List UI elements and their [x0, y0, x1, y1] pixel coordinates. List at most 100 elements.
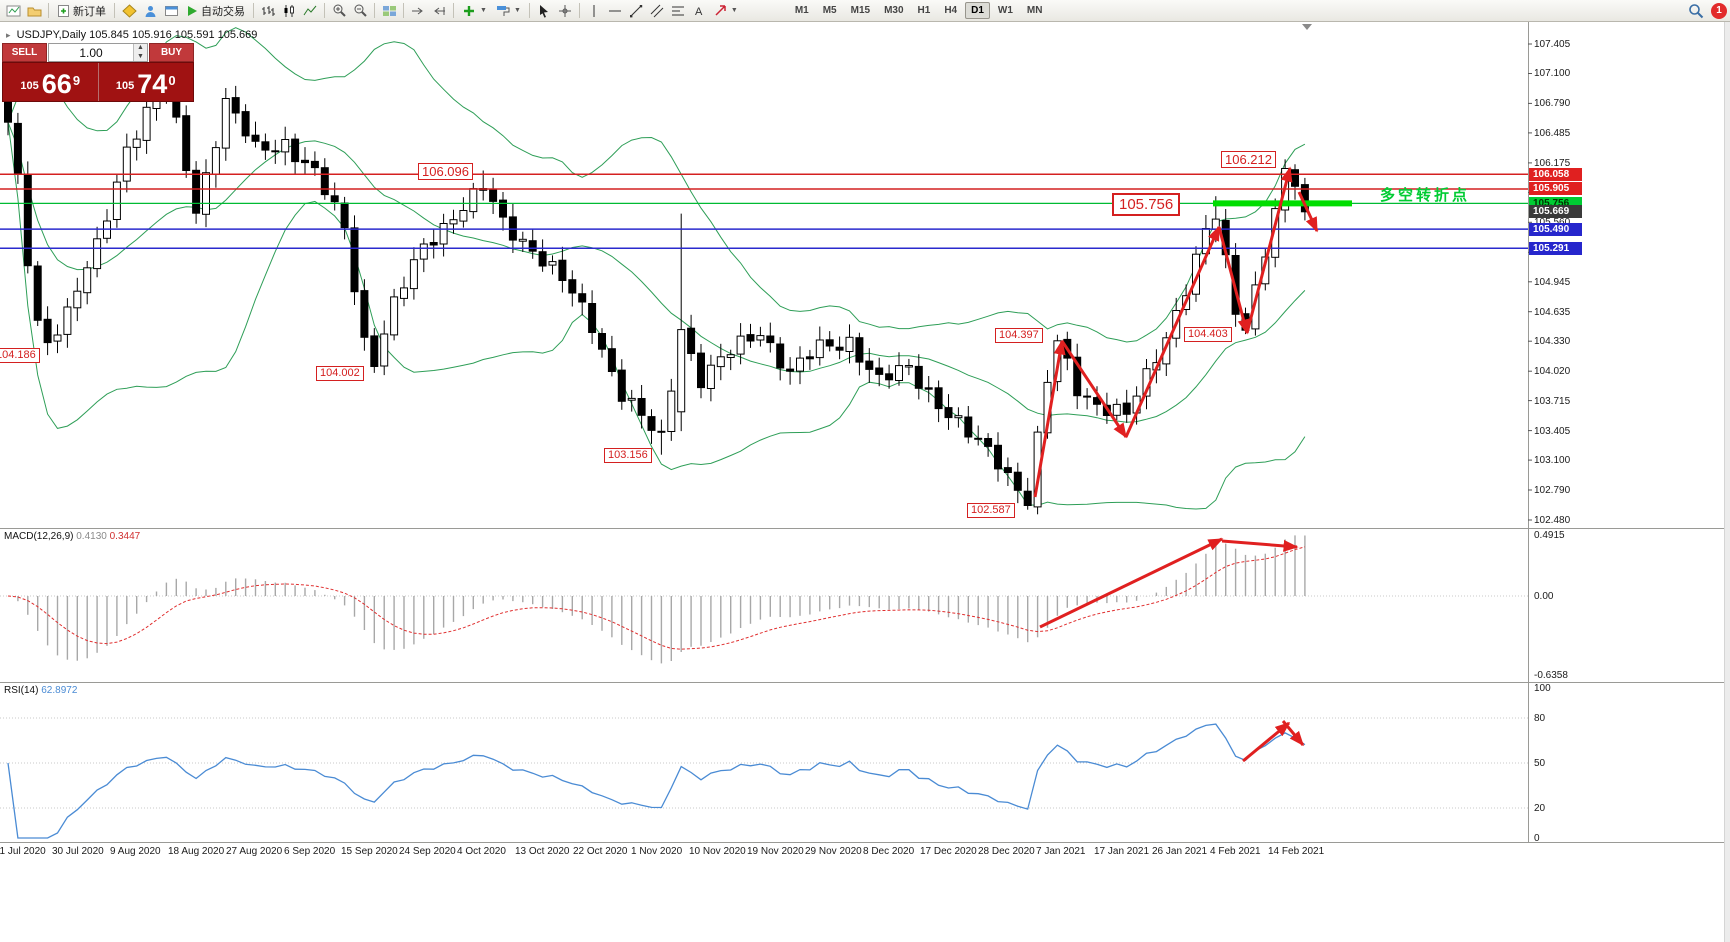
- buy-button[interactable]: BUY: [149, 43, 194, 62]
- trend-arrow[interactable]: [1124, 225, 1221, 438]
- trend-arrow[interactable]: [1242, 721, 1291, 763]
- templates-button[interactable]: ▼: [492, 2, 525, 20]
- crosshair-icon[interactable]: [555, 2, 575, 20]
- equidistant-channel-icon[interactable]: [647, 2, 667, 20]
- trend-arrow[interactable]: [1217, 226, 1250, 335]
- candle: [855, 337, 864, 363]
- timeframe-button-d1[interactable]: D1: [965, 2, 990, 19]
- price-label-box[interactable]: 102.587: [967, 503, 1015, 518]
- candle: [914, 365, 923, 389]
- candle: [687, 327, 696, 355]
- macd-axis-label: 0.4915: [1534, 530, 1565, 541]
- scrollbar[interactable]: [1724, 22, 1730, 942]
- candle: [271, 150, 280, 153]
- volume-up-button[interactable]: ▲: [134, 44, 147, 53]
- buy-price-button[interactable]: 105 74 0: [99, 63, 194, 101]
- volume-down-button[interactable]: ▼: [134, 52, 147, 61]
- trendline-icon[interactable]: [626, 2, 646, 20]
- search-icon[interactable]: [1686, 2, 1706, 20]
- candle: [409, 259, 418, 290]
- candle: [598, 333, 606, 350]
- notification-badge[interactable]: 1: [1711, 2, 1727, 19]
- trend-arrow[interactable]: [1060, 340, 1128, 439]
- candle: [13, 122, 22, 174]
- chart-title: ▸ USDJPY,Daily 105.845 105.916 105.591 1…: [6, 29, 257, 41]
- timeframe-button-m5[interactable]: M5: [822, 5, 837, 16]
- price-label-box[interactable]: 103.156: [604, 448, 652, 463]
- candle: [904, 365, 913, 368]
- trend-arrow[interactable]: [1221, 539, 1299, 552]
- zoom-in-icon[interactable]: [329, 2, 349, 20]
- metaeditor-icon[interactable]: [119, 2, 139, 20]
- candle: [400, 287, 408, 299]
- timeframe-button-mn[interactable]: MN: [1026, 5, 1043, 16]
- timeframe-button-m1[interactable]: M1: [794, 5, 809, 16]
- timeframe-button-w1[interactable]: W1: [997, 5, 1013, 16]
- date-axis-label: 27 Aug 2020: [226, 846, 283, 857]
- candle: [627, 397, 636, 401]
- new-chart-icon[interactable]: [3, 2, 23, 20]
- indicators-button[interactable]: ▼: [458, 2, 491, 20]
- trend-arrow[interactable]: [1245, 166, 1293, 334]
- timeframe-button-m30[interactable]: M30: [884, 5, 904, 16]
- candle: [875, 367, 884, 375]
- candle: [211, 147, 220, 175]
- cursor-icon[interactable]: [534, 2, 554, 20]
- auto-scroll-icon[interactable]: [408, 2, 428, 20]
- fibonacci-icon[interactable]: [668, 2, 688, 20]
- trend-arrow[interactable]: [1033, 339, 1066, 498]
- zoom-out-icon[interactable]: [350, 2, 370, 20]
- trend-annotation-text[interactable]: 多空转折点: [1380, 187, 1471, 204]
- price-label-box[interactable]: 105.756: [1112, 193, 1181, 216]
- price-label-box[interactable]: 106.212: [1221, 151, 1276, 168]
- autotrading-button[interactable]: 自动交易: [182, 2, 249, 20]
- expand-triangle-icon[interactable]: ▸: [6, 30, 11, 40]
- candle: [340, 202, 349, 229]
- text-tool-icon[interactable]: A: [689, 2, 709, 20]
- candle: [647, 416, 656, 431]
- price-label-box[interactable]: 106.096: [418, 163, 473, 180]
- new-order-button[interactable]: 新订单: [53, 2, 110, 20]
- tile-windows-icon[interactable]: [379, 2, 399, 20]
- chart-shift-marker[interactable]: [1302, 24, 1312, 30]
- toolbar-separator: [453, 3, 454, 18]
- candle: [895, 365, 903, 382]
- candle: [1013, 471, 1022, 491]
- candlestick-chart-icon[interactable]: [279, 2, 299, 20]
- chart-shift-icon[interactable]: [429, 2, 449, 20]
- timeframe-button-h1[interactable]: H1: [917, 5, 931, 16]
- toolbar-separator: [48, 3, 49, 18]
- candle: [439, 223, 448, 245]
- price-label-box[interactable]: 104.002: [316, 366, 364, 381]
- bar-chart-icon[interactable]: [258, 2, 278, 20]
- vertical-line-icon[interactable]: [584, 2, 604, 20]
- price-label-box[interactable]: 104.186: [0, 348, 40, 363]
- terminal-icon[interactable]: [161, 2, 181, 20]
- sell-button[interactable]: SELL: [2, 43, 47, 62]
- horizontal-lines[interactable]: [0, 173, 1528, 250]
- rsi-axis-label: 20: [1534, 803, 1546, 814]
- sell-price-button[interactable]: 105 66 9: [3, 63, 98, 101]
- sell-price-big: 66: [41, 69, 72, 99]
- price-axis-label: 104.020: [1534, 366, 1571, 377]
- price-label-box[interactable]: 104.397: [995, 328, 1043, 343]
- arrow-objects-button[interactable]: ▼: [710, 2, 742, 20]
- trend-arrow[interactable]: [1281, 720, 1305, 747]
- trend-arrow[interactable]: [1297, 191, 1319, 233]
- candle: [756, 335, 765, 341]
- volume-input[interactable]: [49, 44, 133, 61]
- candle: [261, 141, 270, 151]
- candle: [558, 259, 567, 282]
- trend-arrows[interactable]: [1033, 166, 1319, 763]
- line-chart-icon[interactable]: [300, 2, 320, 20]
- toolbar-separator: [114, 3, 115, 18]
- market-icon[interactable]: [140, 2, 160, 20]
- timeframe-button-m15[interactable]: M15: [850, 5, 871, 16]
- price-label-box[interactable]: 104.403: [1184, 327, 1232, 342]
- chart-profiles-icon[interactable]: [24, 2, 44, 20]
- horizontal-line-icon[interactable]: [605, 2, 625, 20]
- timeframe-button-h4[interactable]: H4: [944, 5, 958, 16]
- date-axis-label: 13 Oct 2020: [515, 846, 570, 857]
- trend-arrow[interactable]: [1039, 537, 1224, 629]
